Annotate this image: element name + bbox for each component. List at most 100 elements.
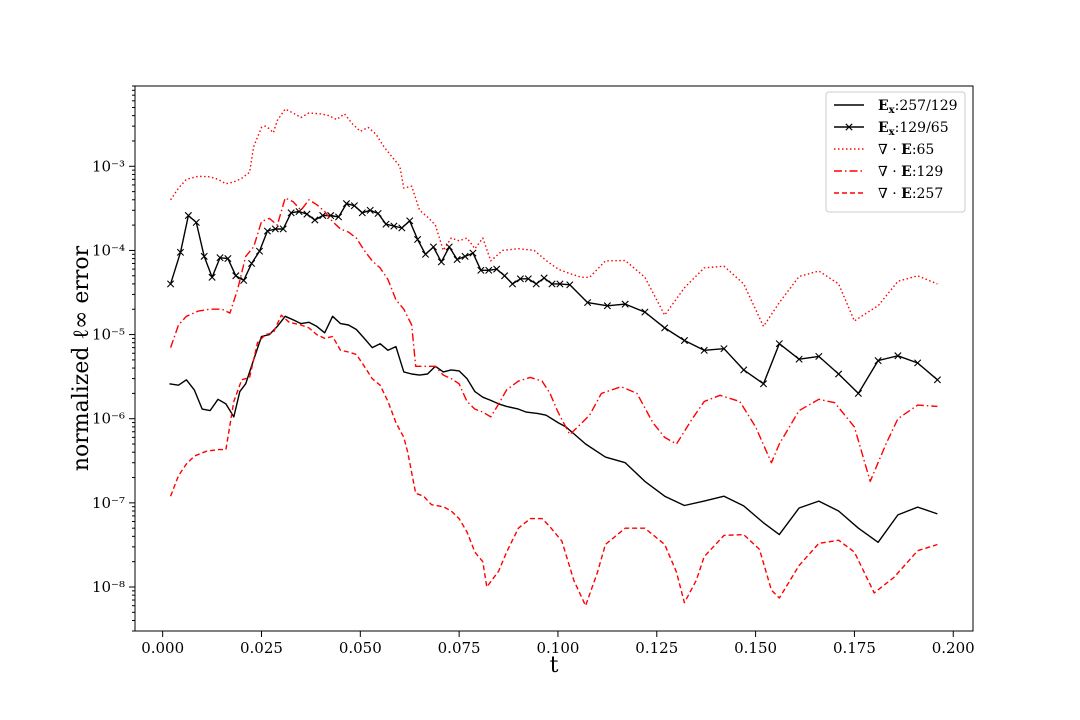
data-point-marker [414,235,422,244]
series-line-3 [170,108,938,328]
data-point-marker [224,255,232,263]
data-point-marker [556,280,564,288]
data-point-marker [319,211,327,220]
data-point-marker [279,225,287,233]
data-point-marker [342,200,351,208]
x-tick-label: 0.050 [339,639,382,657]
legend-label: ∇ · E:65 [878,142,934,158]
series-line-4 [169,197,938,483]
x-tick-label: 0.175 [833,639,876,657]
data-point-marker [835,370,843,378]
data-point-marker [184,211,192,220]
y-tick-label: 10⁻⁵ [92,326,125,344]
series-line-1 [169,315,938,543]
data-point-marker [166,280,175,288]
data-point-marker [740,366,748,374]
y-tick-label: 10⁻⁶ [92,410,125,428]
data-point-marker [775,340,783,348]
data-point-marker [429,243,438,251]
data-point-marker [477,266,485,274]
legend: Ex:257/129 Ex:129/65 ∇ · E:65 ∇ · E:129 ∇ · … [825,91,966,213]
legend-label: ∇ · E:129 [878,164,943,180]
legend-label: Ex:129/65 [878,120,949,138]
data-point-marker [382,220,390,228]
data-point-marker [720,345,728,353]
data-point-marker [192,218,200,227]
data-point-marker [390,222,398,230]
data-point-marker [303,210,311,218]
data-point-marker [311,216,319,224]
data-point-marker [641,308,649,316]
data-point-marker [327,211,335,220]
data-point-marker [700,346,708,354]
data-point-marker [248,259,256,268]
data-point-marker [532,280,540,288]
y-tick-label: 10⁻⁴ [92,241,125,259]
data-point-marker [374,209,382,218]
data-point-marker [795,355,803,363]
data-point-marker [548,280,556,288]
data-point-marker [176,248,185,256]
data-point-marker [461,252,469,260]
data-point-marker [661,324,669,332]
legend-box [825,91,966,213]
data-point-marker [208,273,216,281]
data-point-marker [815,352,823,361]
data-point-marker [366,206,374,214]
x-tick-label: 0.200 [932,639,975,657]
data-point-marker [854,389,862,397]
data-point-marker [914,359,922,367]
x-tick-label: 0.000 [141,639,184,657]
data-point-marker [271,225,279,233]
legend-marker [845,123,853,131]
x-tick-label: 0.125 [635,639,678,657]
data-point-marker [566,281,574,289]
x-tick-label: 0.025 [240,639,283,657]
data-point-marker [469,249,477,257]
x-tick-label: 0.075 [438,639,481,657]
data-point-marker [200,252,208,260]
data-point-marker [485,266,493,274]
data-point-marker [516,275,524,283]
x-tick-label: 0.150 [734,639,777,657]
data-point-marker [263,227,272,235]
x-axis-label: t [550,653,559,678]
data-point-marker [421,250,430,258]
data-point-marker [255,247,264,255]
y-tick-label: 10⁻⁸ [92,578,125,596]
data-point-marker [358,209,366,217]
y-axis: 10⁻⁸ 10⁻⁷ 10⁻⁶ 10⁻⁵ 10⁻⁴ 10⁻³ [92,85,135,632]
data-point-marker [453,255,461,264]
data-point-marker [406,217,414,225]
data-point-marker [493,265,501,273]
data-point-marker [874,357,882,365]
series-line-5 [169,314,938,607]
data-point-marker [603,302,611,310]
plot-area [166,108,942,607]
legend-label: ∇ · E:257 [878,186,943,202]
data-point-marker [933,376,942,384]
data-point-marker [584,298,592,307]
data-point-marker [437,258,445,266]
y-axis-label: normalized ℓ∞ error [69,245,94,471]
data-point-marker [398,224,406,232]
data-point-marker [621,300,629,308]
data-point-marker [540,274,548,282]
plot-frame [134,85,974,632]
data-point-marker [334,213,343,221]
data-point-marker [508,280,517,288]
x-tick-label: 0.100 [536,639,579,657]
data-point-marker [295,207,303,216]
data-point-marker [524,275,532,283]
data-point-marker [501,272,509,280]
data-point-marker [240,276,248,285]
x-axis: 0.000 0.025 0.050 0.075 0.100 0.125 0.150 0.175… [141,631,975,657]
legend-label: Ex:257/129 [878,98,958,116]
data-point-marker [894,352,902,360]
data-point-marker [350,202,358,210]
series-line-2 [169,202,938,395]
data-point-marker [216,254,224,262]
data-point-marker [680,336,689,345]
data-point-marker [759,380,768,388]
